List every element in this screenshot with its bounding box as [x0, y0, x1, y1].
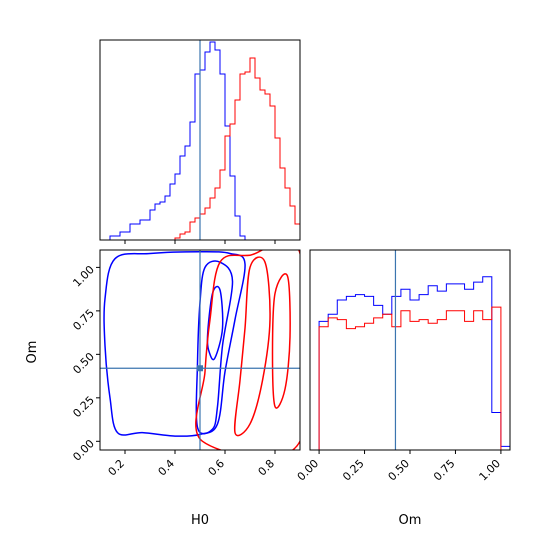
contour-red: [195, 250, 300, 450]
x-axis-label-H0: H0: [191, 513, 209, 528]
contour-blue: [195, 260, 234, 435]
contour-red: [233, 256, 271, 437]
contour-red: [271, 273, 291, 409]
x-tick-label: 0.25: [340, 457, 367, 484]
contour-blue: [103, 250, 246, 437]
hist-series-blue: [109, 41, 246, 240]
hist-series-red: [174, 57, 300, 240]
contour-H0-Om-panel: 0.2 0.4 0.6 0.8 0.00 0.25 0.50 0.75 1.00: [70, 249, 301, 479]
x-tick-label: 1.00: [477, 457, 504, 484]
y-tick-label: 0.75: [70, 307, 97, 334]
x-tick-label: 0.2: [106, 457, 128, 479]
y-tick-label: 0.00: [70, 437, 97, 464]
y-axis-label-Om: Om: [25, 341, 40, 364]
x-axis-label-Om: Om: [399, 513, 422, 528]
hist-series-red: [318, 306, 502, 450]
x-tick-label: 0.4: [156, 457, 178, 479]
panel-frame: [99, 39, 301, 241]
x-tick-label: 0.6: [206, 457, 228, 479]
truth-marker: [197, 365, 203, 372]
x-tick-label: 0.50: [386, 457, 413, 484]
x-tick-label: 0.00: [295, 457, 322, 484]
hist-Om-panel: 0.00 0.25 0.50 0.75 1.00: [295, 249, 511, 484]
x-tick-label: 0.8: [256, 457, 278, 479]
panel-frame: [309, 249, 511, 451]
panel-frame: [99, 249, 301, 451]
x-tick-label: 0.75: [431, 457, 458, 484]
y-tick-label: 0.50: [70, 350, 97, 377]
y-tick-label: 0.25: [70, 394, 97, 421]
hist-H0-panel: [99, 39, 301, 244]
y-tick-label: 1.00: [70, 263, 97, 290]
hist-series-blue: [310, 276, 510, 450]
